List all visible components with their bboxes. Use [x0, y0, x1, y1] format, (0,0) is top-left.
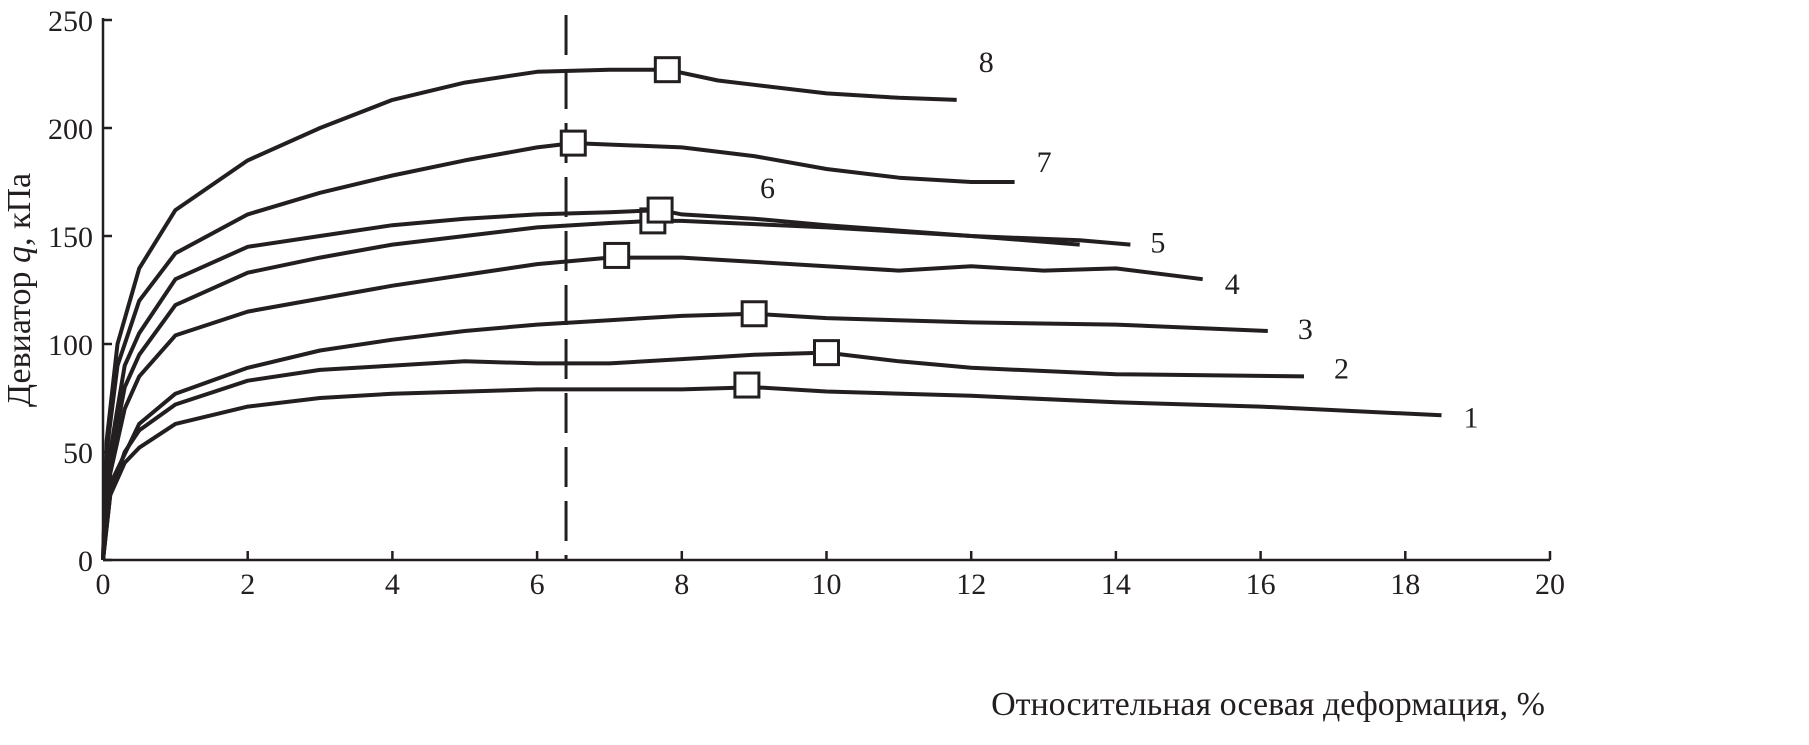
series-3: 3 [101, 300, 1313, 561]
peak-marker [603, 241, 631, 269]
series-line [101, 311, 1268, 561]
series-line [101, 385, 1442, 561]
x-tick-label: 8 [674, 568, 689, 601]
series-label: 3 [1298, 313, 1313, 346]
x-tick-label: 4 [385, 568, 400, 601]
x-tick-label: 6 [530, 568, 545, 601]
axes [101, 18, 1550, 562]
series-6: 6 [101, 172, 1080, 561]
x-tick-label: 20 [1535, 568, 1565, 601]
y-tick-label: 200 [48, 113, 93, 146]
x-tick-label: 10 [812, 568, 842, 601]
peak-marker [653, 56, 681, 84]
series-1: 1 [101, 371, 1478, 561]
x-tick-label: 12 [956, 568, 986, 601]
x-tick-label: 18 [1390, 568, 1420, 601]
series-5: 5 [101, 207, 1165, 561]
series-label: 7 [1037, 146, 1052, 179]
series-label: 2 [1334, 352, 1349, 385]
series-4: 4 [101, 241, 1240, 561]
x-tick-label: 2 [240, 568, 255, 601]
series-7: 7 [101, 129, 1052, 561]
series-line [101, 141, 1015, 561]
series-label: 1 [1463, 401, 1478, 434]
series-label: 8 [979, 46, 994, 79]
peak-marker [646, 196, 674, 224]
series-label: 4 [1225, 268, 1240, 301]
peak-marker [733, 371, 761, 399]
peak-marker [740, 300, 768, 328]
y-tick-label: 50 [63, 437, 93, 470]
peak-marker [559, 129, 587, 157]
series-line [101, 67, 957, 561]
series-label: 6 [760, 172, 775, 205]
series-8: 8 [101, 46, 994, 561]
x-tick-label: 14 [1101, 568, 1131, 601]
series-2: 2 [101, 339, 1349, 561]
y-tick-label: 150 [48, 221, 93, 254]
peak-marker [813, 339, 840, 367]
series-line [101, 208, 1080, 561]
y-tick-label: 0 [78, 545, 93, 578]
x-tick-label: 16 [1246, 568, 1276, 601]
y-axis-label: Девиатор q, кПа [1, 173, 38, 407]
y-tick-label: 100 [48, 329, 93, 362]
y-tick-label: 250 [48, 5, 93, 38]
series-line [101, 350, 1305, 561]
x-axis-label: Относительная осевая деформация, % [991, 686, 1545, 723]
series-line [101, 255, 1203, 561]
series-label: 5 [1150, 227, 1165, 260]
x-tick-label: 0 [96, 568, 111, 601]
